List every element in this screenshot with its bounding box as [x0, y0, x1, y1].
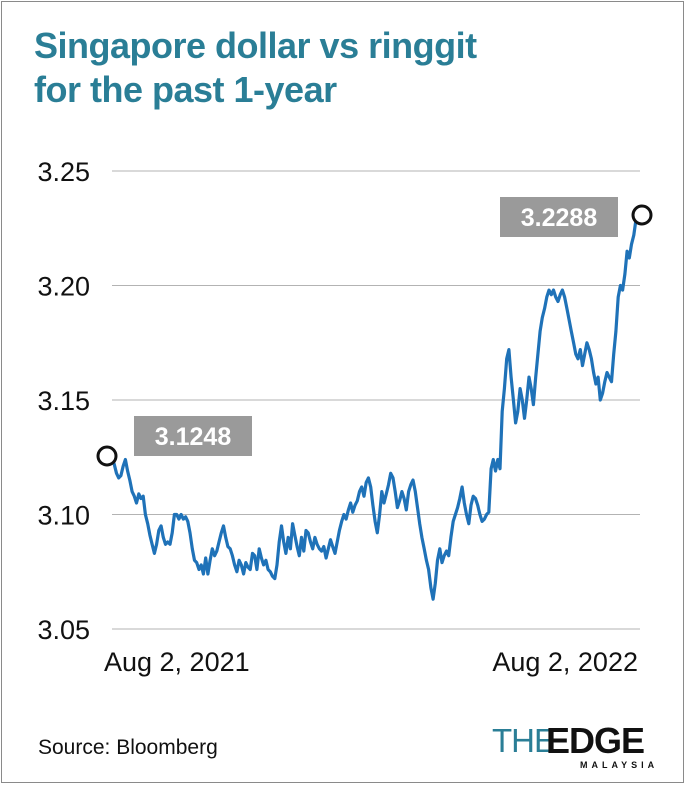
y-tick-label: 3.05 [37, 615, 90, 645]
source-note: Source: Bloomberg [38, 736, 218, 759]
value-label-box [134, 416, 252, 456]
y-tick-label: 3.10 [37, 501, 90, 531]
endpoint-marker [96, 445, 118, 467]
x-axis-ticks: Aug 2, 2021 Aug 2, 2022 [104, 647, 638, 677]
y-tick-label: 3.15 [37, 386, 90, 416]
endpoint-marker [631, 204, 653, 226]
y-tick-label: 3.20 [37, 272, 90, 302]
y-axis-ticks: 3.25 3.20 3.15 3.10 3.05 [37, 157, 90, 645]
series-line [110, 217, 638, 601]
value-label: 3.2288 [521, 204, 598, 232]
value-label: 3.1248 [155, 423, 232, 451]
gridlines [112, 170, 640, 630]
y-tick-label: 3.25 [37, 157, 90, 187]
chart-title-line-2: for the past 1-year [34, 69, 337, 110]
x-tick-label: Aug 2, 2021 [104, 647, 250, 677]
value-label-box [500, 197, 618, 237]
the-edge-logo: THE EDGE MALAYSIA [492, 722, 672, 772]
chart-title-line-1: Singapore dollar vs ringgit [34, 25, 477, 66]
chart-title: Singapore dollar vs ringgit for the past… [34, 24, 674, 112]
logo-sub: MALAYSIA [580, 760, 659, 770]
logo-the: THE [492, 722, 556, 759]
x-tick-label: Aug 2, 2022 [492, 647, 638, 677]
annotations: 3.1248 3.2288 [96, 197, 653, 467]
logo-edge: EDGE [546, 720, 645, 761]
